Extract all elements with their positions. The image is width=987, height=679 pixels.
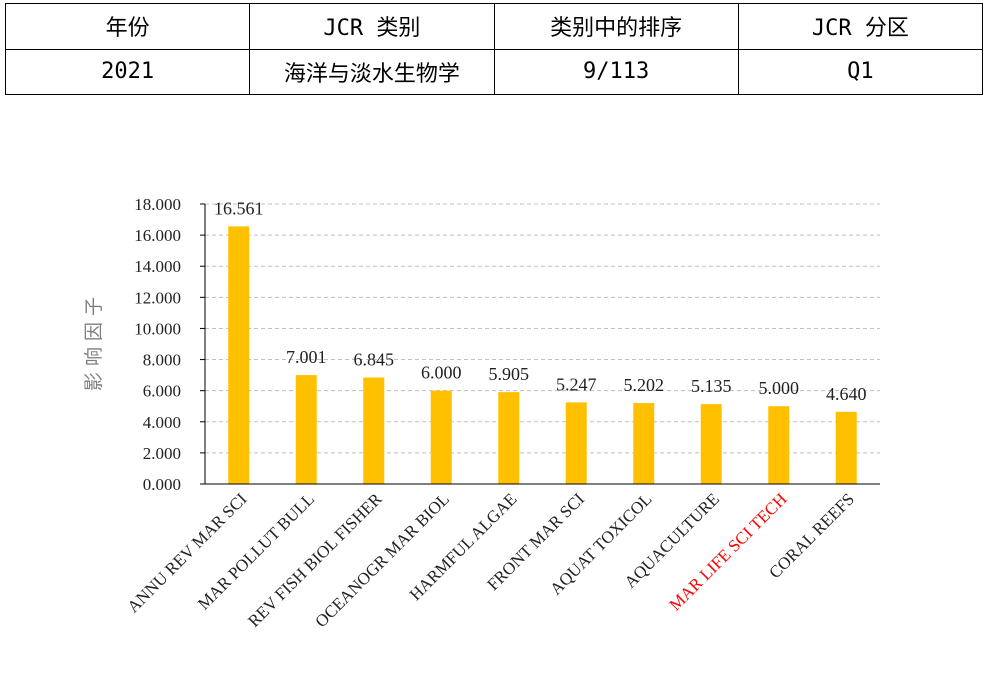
bar xyxy=(430,390,452,484)
bar xyxy=(498,392,520,484)
y-tick-label: 10.000 xyxy=(134,319,181,338)
y-tick-label: 14.000 xyxy=(134,257,181,276)
x-tick-label: OCEANOGR MAR BIOL xyxy=(311,489,453,631)
header-year: 年份 xyxy=(4,3,251,50)
table-row: 2021 海洋与淡水生物学 9/113 Q1 xyxy=(4,48,984,95)
y-tick-label: 4.000 xyxy=(143,413,181,432)
bar xyxy=(835,411,857,484)
header-jcr-category: JCR 类别 xyxy=(249,3,495,50)
x-tick-label: REV FISH BIOL FISHER xyxy=(244,489,386,631)
data-label: 4.640 xyxy=(826,384,867,404)
data-label: 7.001 xyxy=(286,347,327,367)
data-label: 6.000 xyxy=(421,363,462,383)
bar xyxy=(295,375,317,484)
data-label: 6.845 xyxy=(354,350,395,370)
y-axis-title: 影 响 因 子 xyxy=(83,297,105,391)
y-tick-label: 2.000 xyxy=(143,444,181,463)
data-labels: 16.561 7.001 6.845 6.000 5.905 5.247 5.202 5.13… xyxy=(214,198,867,403)
x-tick-label: ANNU REV MAR SCI xyxy=(123,489,250,616)
data-label: 5.000 xyxy=(759,378,800,398)
cell-rank: 9/113 xyxy=(493,48,739,95)
bars xyxy=(228,226,857,484)
data-label: 5.247 xyxy=(556,374,597,394)
data-label: 5.905 xyxy=(489,364,530,384)
jcr-info-table: 年份 JCR 类别 类别中的排序 JCR 分区 2021 海洋与淡水生物学 9/… xyxy=(4,3,984,95)
impact-factor-bar-chart: 0.000 2.000 4.000 6.000 8.000 10.000 12.000 14.… xyxy=(83,195,880,631)
y-tick-label: 16.000 xyxy=(134,226,181,245)
gridlines xyxy=(205,203,880,454)
x-tick-label: MAR POLLUT BULL xyxy=(194,489,318,613)
cell-year: 2021 xyxy=(4,48,251,95)
y-tick-label: 12.000 xyxy=(134,288,181,307)
y-tick-label: 18.000 xyxy=(134,195,181,214)
bar xyxy=(633,403,655,484)
y-tick-label: 6.000 xyxy=(143,382,181,401)
bar xyxy=(565,402,587,484)
table-header-row: 年份 JCR 类别 类别中的排序 JCR 分区 xyxy=(4,3,984,50)
data-label: 16.561 xyxy=(214,198,264,218)
cell-quartile: Q1 xyxy=(737,48,984,95)
data-label: 5.202 xyxy=(624,375,665,395)
y-tick-label: 8.000 xyxy=(143,351,181,370)
bar xyxy=(363,377,385,484)
y-axis: 0.000 2.000 4.000 6.000 8.000 10.000 12.000 14.… xyxy=(134,195,206,494)
bar xyxy=(228,226,250,484)
cell-category: 海洋与淡水生物学 xyxy=(249,48,495,95)
y-tick-label: 0.000 xyxy=(143,475,181,494)
header-jcr-quartile: JCR 分区 xyxy=(737,3,984,50)
header-category-rank: 类别中的排序 xyxy=(493,3,739,50)
bar xyxy=(700,404,722,484)
x-tick-label: MAR LIFE SCI TECH xyxy=(665,489,790,614)
data-label: 5.135 xyxy=(691,376,732,396)
bar xyxy=(768,406,790,484)
